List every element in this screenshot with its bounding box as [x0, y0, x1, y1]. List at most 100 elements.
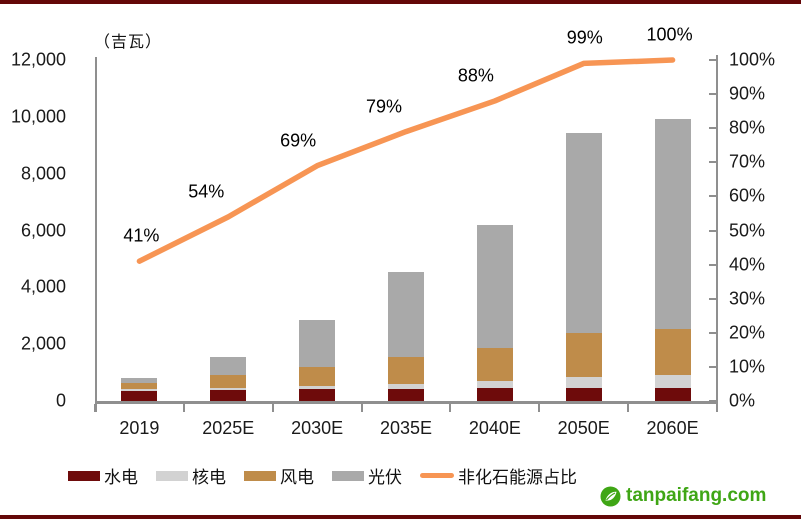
right-axis-tick-mark [709, 400, 716, 402]
bar-segment-风电-2060E [654, 328, 691, 375]
left-axis-tick-label: 8,000 [20, 163, 66, 184]
x-axis-category-label: 2030E [291, 418, 344, 438]
bar-segment-风电-2035E [388, 356, 424, 384]
line-point-label: 41% [123, 225, 160, 246]
bar-segment-核电-2035E [388, 383, 424, 390]
legend-item-核电: 核电 [156, 463, 226, 488]
bar-segment-风电-2040E [476, 347, 513, 382]
x-axis-category-label: 2050E [557, 418, 610, 438]
bar-segment-水电-2035E [388, 389, 424, 401]
x-axis-category-label: 2060E [646, 418, 699, 438]
right-axis-tick-label: 80% [729, 117, 766, 138]
legend-item-水电: 水电 [68, 463, 138, 488]
left-axis-tick-label: 10,000 [10, 106, 66, 127]
right-axis-tick-mark [709, 229, 716, 232]
bar-segment-光伏-2035E [388, 271, 424, 357]
right-axis-line [716, 55, 718, 404]
bar-segment-水电-2060E [654, 387, 691, 401]
bar-segment-风电-2030E [299, 366, 336, 386]
legend-label: 核电 [192, 468, 226, 487]
right-axis-tick-mark [709, 365, 716, 368]
bar-segment-水电-2030E [299, 389, 336, 401]
bar-segment-水电-2019 [121, 390, 158, 401]
watermark: tanpaifang.com [600, 485, 766, 507]
left-axis-line [95, 57, 97, 412]
bar-segment-风电-2050E [565, 333, 602, 378]
right-axis-tick-mark [709, 59, 716, 61]
x-axis-tick-mark [627, 404, 630, 412]
line-point-label: 99% [566, 27, 603, 48]
bar-segment-风电-2025E [210, 375, 247, 388]
bar-segment-光伏-2040E [476, 224, 513, 348]
left-axis-tick-label: 0 [55, 390, 66, 411]
top-border [0, 0, 801, 4]
bar-segment-核电-2050E [565, 377, 602, 389]
x-axis-category-label: 2019 [119, 418, 160, 438]
bar-segment-光伏-2060E [654, 118, 691, 329]
x-axis-category-label: 2025E [202, 418, 255, 438]
legend-swatch-水电 [68, 470, 100, 481]
right-axis-tick-mark [709, 263, 716, 266]
line-point-label: 69% [280, 130, 317, 151]
legend: 水电 核电 风电 光伏 非化石能源占比 [68, 463, 577, 488]
left-axis-tick-label: 6,000 [20, 220, 66, 240]
legend-label: 光伏 [368, 468, 402, 487]
legend-item-光伏: 光伏 [332, 463, 402, 488]
right-axis-tick-mark [709, 93, 716, 96]
x-axis-tick-mark [94, 404, 96, 412]
bar-segment-光伏-2025E [210, 356, 247, 376]
legend-swatch-光伏 [332, 470, 364, 481]
watermark-text: tanpaifang.com [626, 485, 767, 506]
x-axis-tick-mark [449, 404, 452, 412]
legend-swatch-风电 [244, 470, 276, 481]
bar-segment-核电-2040E [476, 381, 513, 389]
right-axis-tick-label: 40% [729, 254, 766, 275]
right-axis-tick-label: 60% [729, 185, 766, 206]
x-axis-tick-mark [182, 404, 185, 412]
bottom-border [0, 515, 801, 519]
bar-segment-光伏-2050E [565, 132, 602, 334]
right-axis-tick-label: 30% [729, 288, 766, 309]
x-axis-line [95, 401, 718, 404]
right-axis-tick-label: 90% [729, 83, 766, 104]
legend-label: 非化石能源占比 [458, 468, 577, 487]
right-axis-tick-label: 0% [729, 390, 756, 411]
right-axis-tick-mark [709, 297, 716, 300]
right-axis-tick-mark [709, 161, 716, 164]
right-axis-tick-mark [709, 127, 716, 130]
right-axis-tick-label: 100% [729, 49, 776, 70]
bar-segment-核电-2019 [121, 389, 158, 391]
right-axis-tick-label: 20% [729, 322, 766, 343]
x-axis-category-label: 2040E [468, 418, 521, 438]
bar-segment-光伏-2019 [121, 377, 158, 384]
right-axis-tick-label: 10% [729, 356, 766, 377]
bar-segment-水电-2050E [565, 388, 602, 401]
legend-swatch-核电 [156, 470, 188, 481]
tanpaifang-logo-icon [600, 486, 621, 506]
bar-segment-水电-2025E [210, 389, 247, 401]
bar-segment-核电-2025E [210, 387, 247, 390]
line-point-label: 88% [457, 65, 494, 86]
legend-swatch-非化石能源占比 [420, 473, 454, 478]
bar-segment-核电-2030E [299, 385, 336, 390]
x-axis-tick-mark [716, 404, 718, 412]
y-axis-unit-label: （吉瓦） [94, 34, 163, 51]
bar-segment-风电-2019 [121, 383, 158, 390]
legend-label: 水电 [104, 468, 138, 487]
legend-item-非化石能源占比: 非化石能源占比 [420, 463, 577, 488]
left-axis-tick-label: 4,000 [20, 276, 66, 297]
x-axis-category-label: 2035E [379, 418, 433, 438]
x-axis-tick-mark [360, 404, 363, 412]
legend-label: 风电 [280, 468, 314, 487]
bar-segment-核电-2060E [654, 374, 691, 388]
line-point-label: 79% [365, 96, 403, 117]
bar-segment-水电-2040E [476, 388, 513, 401]
left-axis-tick-label: 12,000 [10, 49, 66, 70]
line-point-label: 100% [646, 24, 693, 45]
right-axis-tick-label: 70% [729, 151, 766, 172]
x-axis-tick-mark [538, 404, 541, 412]
legend-item-风电: 风电 [244, 463, 314, 488]
right-axis-tick-mark [709, 195, 716, 198]
bar-segment-光伏-2030E [299, 320, 336, 367]
